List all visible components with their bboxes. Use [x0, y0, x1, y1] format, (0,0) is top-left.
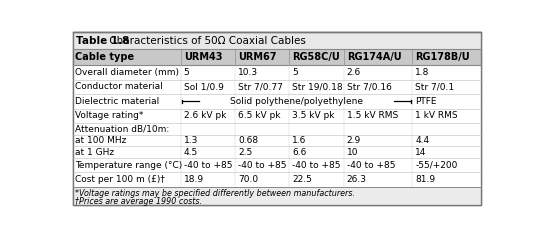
Bar	[72, 94, 481, 109]
Bar	[72, 146, 481, 158]
Bar	[72, 80, 481, 94]
Text: 0.68: 0.68	[238, 136, 258, 145]
Text: 5: 5	[292, 68, 298, 77]
Text: RG174A/U: RG174A/U	[347, 52, 401, 62]
Text: 1.3: 1.3	[184, 136, 198, 145]
Text: 5: 5	[184, 68, 190, 77]
Text: *Voltage ratings may be specified differently between manufacturers.: *Voltage ratings may be specified differ…	[76, 189, 355, 198]
Text: 1.6: 1.6	[292, 136, 307, 145]
Text: 4.5: 4.5	[184, 147, 198, 157]
Text: 14: 14	[415, 147, 427, 157]
Text: 6.5 kV pk: 6.5 kV pk	[238, 111, 280, 120]
Text: -40 to +85: -40 to +85	[292, 161, 341, 170]
Text: Table 1.8: Table 1.8	[76, 36, 129, 46]
Text: Overall diameter (mm): Overall diameter (mm)	[76, 68, 179, 77]
Text: 10: 10	[347, 147, 358, 157]
Bar	[72, 172, 481, 187]
Text: RG178B/U: RG178B/U	[415, 52, 470, 62]
Bar	[72, 187, 481, 205]
Text: URM67: URM67	[238, 52, 276, 62]
Text: 1.8: 1.8	[415, 68, 430, 77]
Text: Cost per 100 m (£)†: Cost per 100 m (£)†	[76, 175, 165, 184]
Text: 10.3: 10.3	[238, 68, 258, 77]
Text: Conductor material: Conductor material	[76, 82, 163, 91]
Text: Characteristics of 50Ω Coaxial Cables: Characteristics of 50Ω Coaxial Cables	[106, 36, 306, 46]
Text: 22.5: 22.5	[292, 175, 312, 184]
Bar	[72, 32, 481, 49]
Text: URM43: URM43	[184, 52, 222, 62]
Bar	[72, 135, 481, 146]
Text: -55/+200: -55/+200	[415, 161, 458, 170]
Text: 2.5: 2.5	[238, 147, 252, 157]
Text: Sol 1/0.9: Sol 1/0.9	[184, 82, 224, 91]
Text: 2.6: 2.6	[347, 68, 361, 77]
Text: 1 kV RMS: 1 kV RMS	[415, 111, 458, 120]
Text: -40 to +85: -40 to +85	[347, 161, 395, 170]
Text: at 100 MHz: at 100 MHz	[76, 136, 127, 145]
Text: 3.5 kV pk: 3.5 kV pk	[292, 111, 335, 120]
Text: 81.9: 81.9	[415, 175, 435, 184]
Bar	[72, 123, 481, 135]
Text: Str 7/0.77: Str 7/0.77	[238, 82, 283, 91]
Bar	[72, 49, 481, 65]
Text: 18.9: 18.9	[184, 175, 204, 184]
Text: -40 to +85: -40 to +85	[238, 161, 287, 170]
Text: 2.6 kV pk: 2.6 kV pk	[184, 111, 226, 120]
Text: Voltage rating*: Voltage rating*	[76, 111, 144, 120]
Text: 1.5 kV RMS: 1.5 kV RMS	[347, 111, 398, 120]
Text: at 1 GHz: at 1 GHz	[76, 147, 114, 157]
Text: 4.4: 4.4	[415, 136, 429, 145]
Bar	[72, 109, 481, 123]
Text: Temperature range (°C): Temperature range (°C)	[76, 161, 183, 170]
Text: Dielectric material: Dielectric material	[76, 97, 160, 106]
Text: Str 7/0.1: Str 7/0.1	[415, 82, 455, 91]
Text: Attenuation dB/10m:: Attenuation dB/10m:	[76, 124, 170, 134]
Bar	[72, 158, 481, 172]
Text: †Prices are average 1990 costs.: †Prices are average 1990 costs.	[76, 197, 202, 206]
Text: 2.9: 2.9	[347, 136, 361, 145]
Text: Str 7/0.16: Str 7/0.16	[347, 82, 392, 91]
Text: Cable type: Cable type	[76, 52, 134, 62]
Text: PTFE: PTFE	[415, 97, 437, 106]
Text: 70.0: 70.0	[238, 175, 258, 184]
Text: Solid polythene/polyethylene: Solid polythene/polyethylene	[230, 97, 363, 106]
Text: Str 19/0.18: Str 19/0.18	[292, 82, 343, 91]
Text: 26.3: 26.3	[347, 175, 367, 184]
Text: 6.6: 6.6	[292, 147, 307, 157]
Text: RG58C/U: RG58C/U	[292, 52, 340, 62]
Text: -40 to +85: -40 to +85	[184, 161, 232, 170]
Bar	[72, 65, 481, 80]
